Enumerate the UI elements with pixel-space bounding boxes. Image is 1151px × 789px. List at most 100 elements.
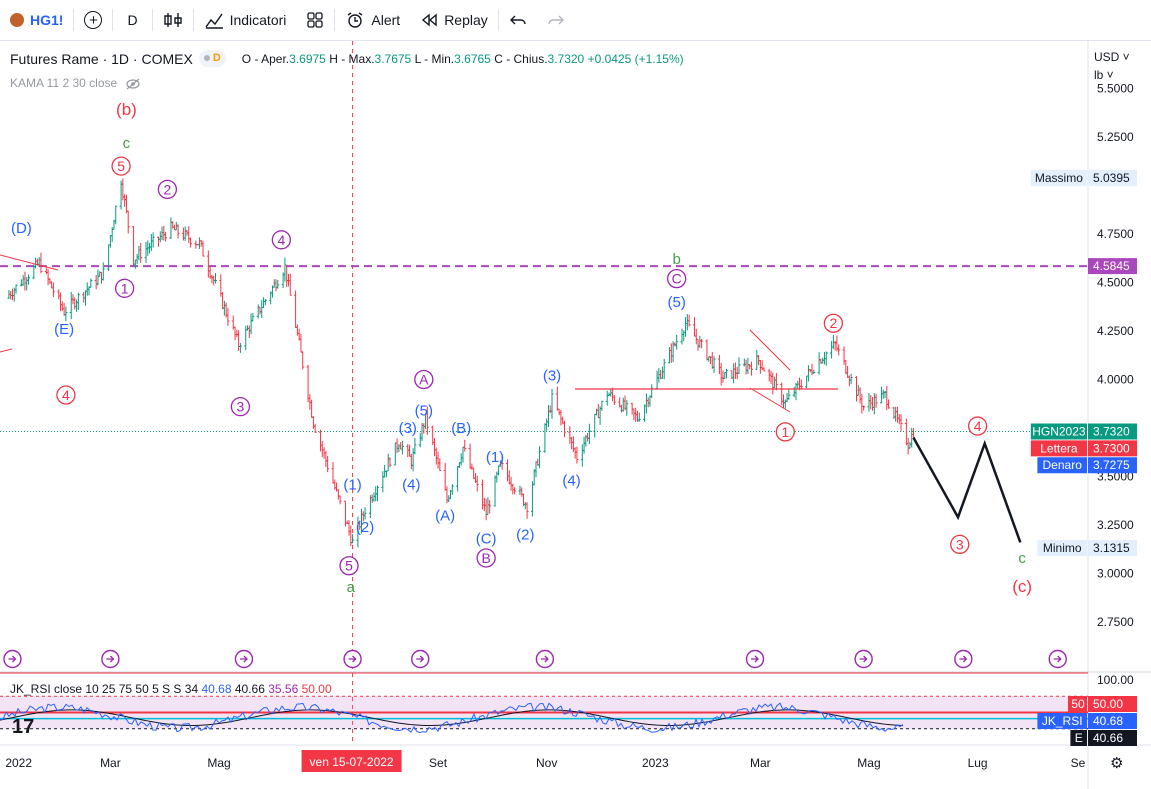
arrow-glyph xyxy=(348,655,357,663)
x-tick-label: Se xyxy=(1071,756,1086,770)
rsi-value-4: 50.00 xyxy=(301,682,332,696)
triangle-line xyxy=(749,329,791,371)
wave-label: 4 xyxy=(277,232,285,248)
separator xyxy=(497,9,499,31)
close-label: C - Chius. xyxy=(494,51,548,66)
indicators-label: Indicatori xyxy=(229,12,287,28)
wave-label: a xyxy=(347,579,356,596)
wave-label-circle xyxy=(950,534,970,555)
plus-circle-icon: + xyxy=(84,11,103,29)
eye-off-icon[interactable] xyxy=(125,78,141,90)
x-tick-label: Mag xyxy=(857,756,880,770)
layouts-button[interactable] xyxy=(296,0,334,40)
triangle-line xyxy=(749,387,791,413)
compare-symbol-button[interactable]: + xyxy=(74,0,112,40)
rsi-label-name-box xyxy=(1070,730,1087,746)
arrow-glyph xyxy=(239,655,248,663)
wave-label: 2 xyxy=(163,181,171,197)
wave-label-circle xyxy=(111,156,131,176)
crosshair-date-box xyxy=(301,750,402,772)
currency-select[interactable]: USD ˅ xyxy=(1094,50,1130,64)
x-tick-label: Mar xyxy=(100,756,121,770)
interval-button[interactable]: D xyxy=(113,0,151,40)
indicators-button[interactable]: Indicatori xyxy=(194,0,297,40)
alert-button[interactable]: Alert xyxy=(335,0,410,40)
market-status-badge[interactable]: D xyxy=(198,50,226,67)
wave-label: 3 xyxy=(956,536,964,552)
wave-label: A xyxy=(419,372,429,388)
high-label: H - Max. xyxy=(329,51,375,66)
wave-label: (2) xyxy=(356,519,374,536)
wave-label-circle xyxy=(414,369,434,390)
rewind-icon xyxy=(422,13,437,27)
y-tick-label: 4.5000 xyxy=(1097,276,1134,290)
rsi-top-label: 100.00 xyxy=(1097,673,1134,687)
price-label-name: Lettera xyxy=(1040,441,1078,455)
separator xyxy=(151,9,153,31)
price-label-box xyxy=(1088,423,1137,440)
wave-label-circle xyxy=(339,556,359,576)
arrow-glyph xyxy=(751,655,759,663)
chart-canvas[interactable]: 5.50005.25004.75004.50004.25004.00003.50… xyxy=(0,41,1151,789)
undo-button[interactable] xyxy=(499,0,537,40)
wave-label: (2) xyxy=(516,527,534,544)
price-label-name: HGN2023 xyxy=(1032,424,1086,438)
y-tick-label: 3.2500 xyxy=(1097,518,1134,532)
price-label-name: Minimo xyxy=(1043,541,1082,555)
wave-label: (5) xyxy=(667,294,685,311)
arrow-glyph xyxy=(859,655,868,663)
wave-label: (3) xyxy=(399,420,417,437)
wave-label: B xyxy=(481,550,490,566)
price-label-box xyxy=(1088,258,1137,275)
currency-unit-menu[interactable]: USD ˅ lb ˅ xyxy=(1094,48,1130,84)
wave-label: 5 xyxy=(117,158,125,174)
rsi-label-name-box xyxy=(1068,696,1087,712)
wave-label: 3 xyxy=(236,399,244,415)
wave-label: 5 xyxy=(345,558,353,574)
wave-label: 4 xyxy=(974,418,982,434)
chart-title: Futures Rame · 1D · COMEX xyxy=(10,50,193,67)
wave-label: (D) xyxy=(11,220,32,237)
delayed-badge-letter: D xyxy=(212,52,221,64)
indicator-legend[interactable]: KAMA 11 2 30 close xyxy=(10,76,141,90)
price-label-name-box xyxy=(1037,539,1087,556)
price-label-value: 5.0395 xyxy=(1093,171,1130,185)
wave-label-circle xyxy=(114,278,135,298)
wave-label: C xyxy=(672,271,682,287)
wave-label: (A) xyxy=(435,507,455,524)
wave-label-circle xyxy=(476,548,496,568)
arrow-glyph xyxy=(959,655,968,663)
bar-style-button[interactable] xyxy=(153,0,193,40)
open-value: 3.6975 xyxy=(289,51,326,66)
price-label-name: Massimo xyxy=(1035,171,1083,185)
x-tick-label: Lug xyxy=(968,756,988,770)
price-label-name: Denaro xyxy=(1043,458,1083,472)
wave-label-circle xyxy=(667,268,687,289)
change-value: +0.0425 (+1.15%) xyxy=(587,51,684,66)
replay-button[interactable]: Replay xyxy=(410,0,498,40)
rsi-legend: JK_RSI close 10 25 75 50 5 S S 34 40.68 … xyxy=(10,682,332,696)
redo-button[interactable] xyxy=(537,0,575,40)
separator xyxy=(112,9,114,31)
symbol-search[interactable]: HG1! xyxy=(0,0,73,40)
separator xyxy=(73,9,75,31)
alarm-clock-icon xyxy=(348,12,363,28)
x-tick-label: Mag xyxy=(207,756,230,770)
rsi-label-box xyxy=(1088,730,1137,746)
unit-select[interactable]: lb ˅ xyxy=(1094,68,1114,82)
copper-logo-icon xyxy=(10,13,24,27)
y-tick-label: 5.5000 xyxy=(1097,82,1134,96)
rsi-value-3: 35.56 xyxy=(268,682,299,696)
wave-label: (3) xyxy=(543,368,561,385)
y-tick-label: 2.7500 xyxy=(1097,615,1134,629)
y-tick-label: 4.7500 xyxy=(1097,227,1134,241)
price-label-box xyxy=(1088,440,1137,457)
rsi-line-blue xyxy=(0,702,904,734)
gear-icon[interactable]: ⚙ xyxy=(1110,755,1124,772)
wave-label: (1) xyxy=(486,449,504,466)
wave-label-circle xyxy=(271,230,291,250)
symbol-legend: Futures Rame · 1D · COMEX D O - Aper.3.6… xyxy=(10,50,684,67)
arrow-glyph xyxy=(540,655,549,663)
x-tick-label: 2023 xyxy=(642,756,669,770)
x-tick-label: Mar xyxy=(750,756,771,770)
